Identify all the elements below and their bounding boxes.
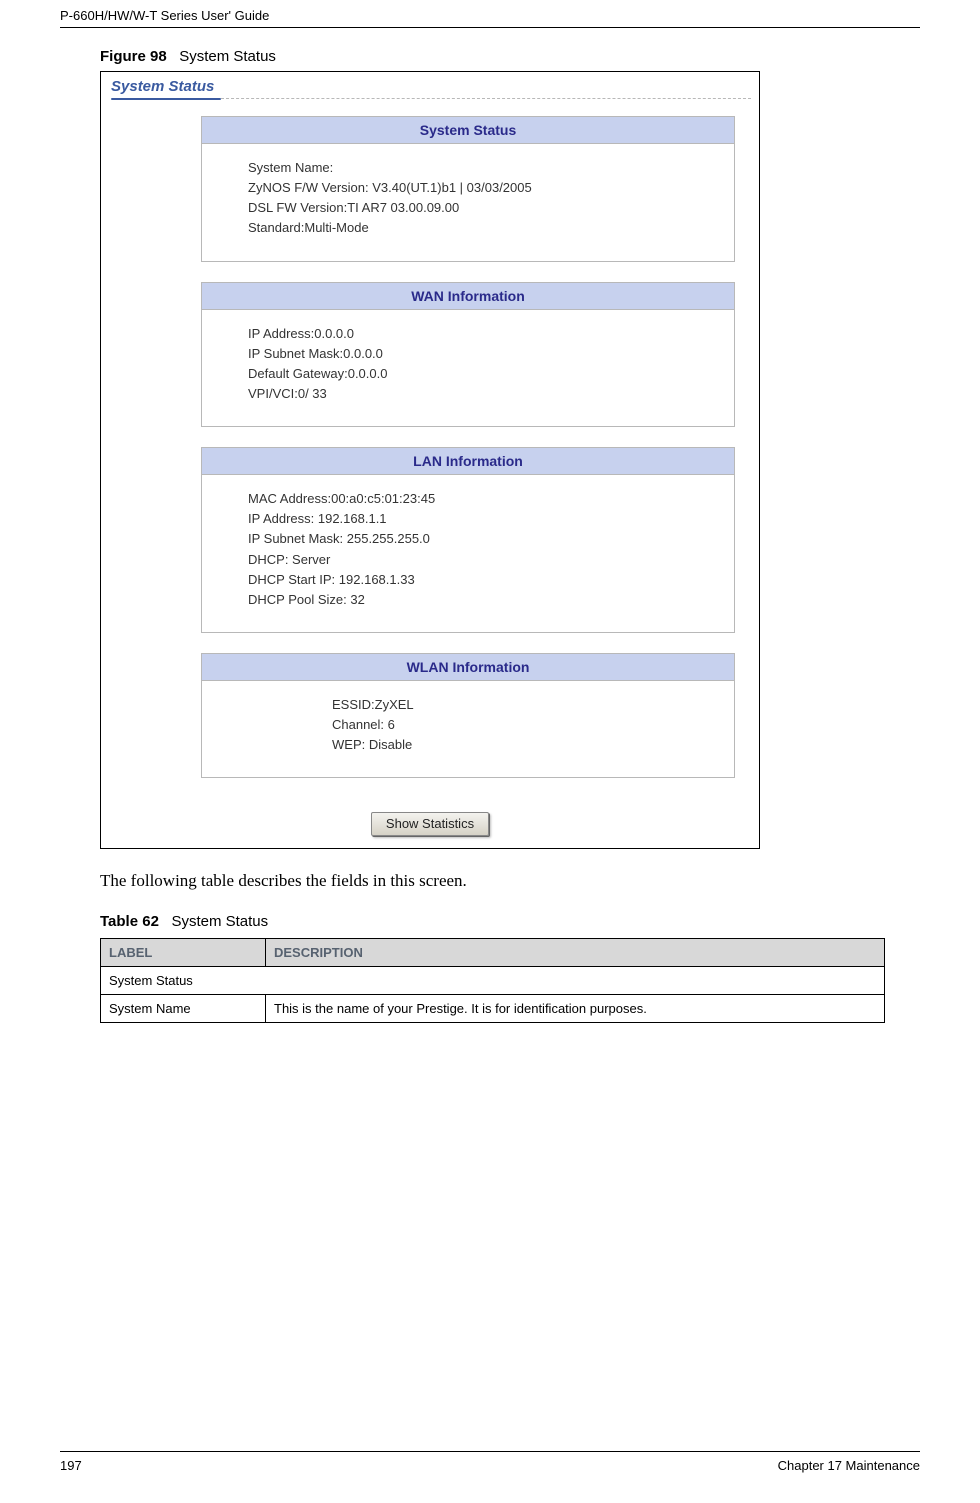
panel-line: DSL FW Version:TI AR7 03.00.09.00 (248, 198, 720, 218)
panel-line: Channel: 6 (332, 715, 720, 735)
table-cell-label: System Name (101, 995, 266, 1023)
footer-row: 197 Chapter 17 Maintenance (60, 1452, 920, 1473)
info-panel: LAN InformationMAC Address:00:a0:c5:01:2… (201, 447, 735, 633)
table-header-row: LABELDESCRIPTION (101, 939, 885, 967)
table-label: Table 62 (100, 913, 159, 930)
screenshot-frame: System Status System StatusSystem Name:Z… (100, 71, 760, 849)
screenshot-heading: System Status (111, 78, 214, 95)
table-caption: Table 62 System Status (100, 913, 920, 930)
panel-line: Standard:Multi-Mode (248, 218, 720, 238)
figure-label: Figure 98 (100, 48, 167, 65)
panel-header: System Status (202, 117, 734, 144)
panel-line: IP Subnet Mask:0.0.0.0 (248, 344, 720, 364)
table-cell: System Status (101, 967, 885, 995)
figure-caption: Figure 98 System Status (100, 48, 920, 65)
info-panel: System StatusSystem Name:ZyNOS F/W Versi… (201, 116, 735, 262)
screenshot-heading-underline (111, 98, 221, 100)
panel-line: MAC Address:00:a0:c5:01:23:45 (248, 489, 720, 509)
page: P-660H/HW/W-T Series User' Guide Figure … (0, 0, 980, 1503)
panel-body: MAC Address:00:a0:c5:01:23:45IP Address:… (202, 475, 734, 632)
panel-line: DHCP Pool Size: 32 (248, 590, 720, 610)
footer-chapter: Chapter 17 Maintenance (778, 1458, 920, 1473)
panel-body: System Name:ZyNOS F/W Version: V3.40(UT.… (202, 144, 734, 261)
panel-header: LAN Information (202, 448, 734, 475)
panel-line: DHCP: Server (248, 550, 720, 570)
footer-area: 197 Chapter 17 Maintenance (60, 1451, 920, 1473)
show-statistics-button[interactable]: Show Statistics (371, 812, 489, 836)
th-description: DESCRIPTION (266, 939, 885, 967)
panel-body: IP Address:0.0.0.0IP Subnet Mask:0.0.0.0… (202, 310, 734, 427)
panel-line: VPI/VCI:0/ 33 (248, 384, 720, 404)
panel-line: IP Address:0.0.0.0 (248, 324, 720, 344)
panel-line: IP Address: 192.168.1.1 (248, 509, 720, 529)
info-panel: WAN InformationIP Address:0.0.0.0IP Subn… (201, 282, 735, 428)
panel-body: ESSID:ZyXELChannel: 6WEP: Disable (202, 681, 734, 777)
table-cell-desc: This is the name of your Prestige. It is… (266, 995, 885, 1023)
running-header: P-660H/HW/W-T Series User' Guide (60, 0, 920, 27)
table-title: System Status (171, 913, 268, 930)
table-row: System Status (101, 967, 885, 995)
table-row: System NameThis is the name of your Pres… (101, 995, 885, 1023)
figure-title: System Status (179, 48, 276, 65)
info-panel: WLAN InformationESSID:ZyXELChannel: 6WEP… (201, 653, 735, 778)
panel-line: WEP: Disable (332, 735, 720, 755)
th-label: LABEL (101, 939, 266, 967)
footer-page-number: 197 (60, 1458, 82, 1473)
panel-line: ZyNOS F/W Version: V3.40(UT.1)b1 | 03/03… (248, 178, 720, 198)
panel-header: WAN Information (202, 283, 734, 310)
panel-line: System Name: (248, 158, 720, 178)
screenshot-title-row: System Status (101, 76, 759, 96)
panel-header: WLAN Information (202, 654, 734, 681)
panel-line: DHCP Start IP: 192.168.1.33 (248, 570, 720, 590)
panel-line: IP Subnet Mask: 255.255.255.0 (248, 529, 720, 549)
fields-table: LABELDESCRIPTIONSystem StatusSystem Name… (100, 938, 885, 1023)
button-row: Show Statistics (101, 802, 759, 840)
panel-line: Default Gateway:0.0.0.0 (248, 364, 720, 384)
panels-wrap: System StatusSystem Name:ZyNOS F/W Versi… (101, 100, 759, 802)
header-rule (60, 27, 920, 28)
panel-line: ESSID:ZyXEL (332, 695, 720, 715)
body-paragraph: The following table describes the fields… (100, 871, 920, 891)
